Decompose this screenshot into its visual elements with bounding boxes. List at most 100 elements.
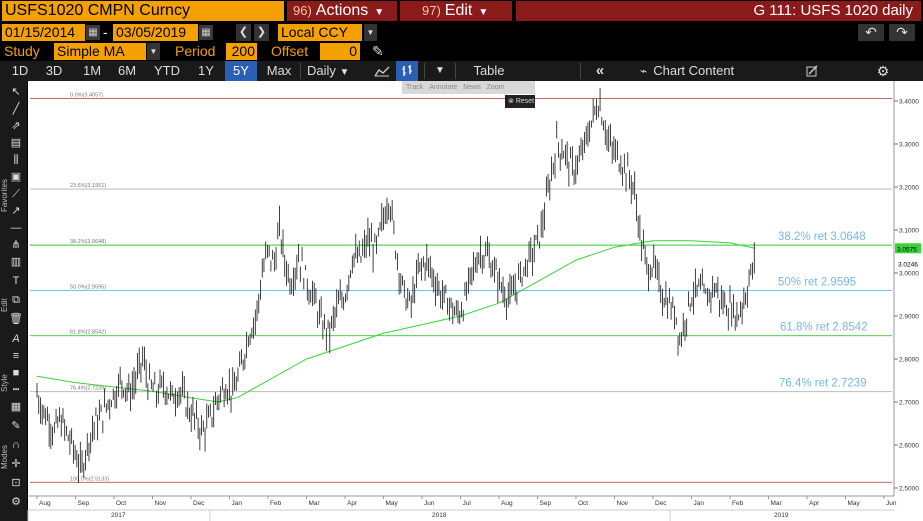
crosshair-icon[interactable]: ✛ [11, 458, 21, 470]
line-tool-icon[interactable]: ╱ [12, 103, 20, 115]
collapse-icon[interactable]: « [595, 62, 605, 79]
offset-label: Offset [271, 43, 309, 59]
y-tick-label: 2.7000 [899, 400, 919, 407]
ray-tool-icon[interactable]: ↗ [11, 205, 21, 217]
cursor-icon[interactable]: ↖ [11, 86, 21, 98]
line-style-icon[interactable]: ┅ [12, 384, 20, 396]
undo-icon[interactable]: ↶ [858, 24, 884, 41]
lock-icon[interactable]: ⊡ [11, 477, 21, 489]
fill-icon[interactable]: ▦ [10, 401, 22, 413]
horizontal-line-icon[interactable]: — [10, 222, 22, 234]
channel-tool-icon[interactable]: ⫼ [13, 154, 19, 166]
edit-menu-button[interactable]: 97) Edit ▼ [400, 1, 512, 21]
x-tick-label: Jun [886, 500, 897, 507]
study-label: Study [4, 43, 40, 59]
range-3d[interactable]: 3D [45, 63, 63, 78]
popup-item-zoom[interactable]: Zoom [486, 84, 505, 91]
y-tick-label: 2.6000 [899, 443, 919, 450]
popup-item-track[interactable]: Track [406, 84, 424, 91]
y-tick-label: 3.0000 [899, 271, 919, 278]
fib-level-left-label: 0.0%(3.4057) [70, 93, 103, 99]
redo-icon[interactable]: ↷ [889, 24, 915, 41]
x-tick-label: Feb [732, 500, 744, 507]
delete-icon[interactable]: 🗑 [9, 313, 23, 325]
frequency-select[interactable]: Daily ▼ [303, 61, 361, 81]
settings-icon[interactable]: ⚙ [11, 496, 21, 508]
chevron-down-icon[interactable]: ▼ [147, 43, 160, 60]
x-tick-label: Nov [617, 500, 629, 507]
y-tick-label: 2.5000 [899, 486, 919, 493]
font-icon[interactable]: A [12, 333, 20, 345]
reset-button[interactable]: ⊗ Reset [505, 95, 535, 108]
x-year-label: 2017 [111, 512, 126, 519]
pitchfork-tool-icon[interactable]: ⋔ [11, 239, 21, 251]
chevron-right-icon[interactable]: ❯ [254, 24, 269, 41]
popup-item-annotate[interactable]: Annotate [429, 84, 458, 91]
fib-level-left-label: 23.6%(3.1951) [70, 183, 106, 189]
currency-select[interactable]: Local CCY [278, 24, 362, 41]
chevron-down-icon[interactable]: ▼ [435, 65, 445, 76]
shape-tool-icon[interactable]: ▣ [10, 171, 22, 183]
offset-input[interactable]: 0 [320, 43, 360, 60]
range-1d[interactable]: 1D [11, 63, 29, 78]
bar-chart-icon[interactable] [396, 61, 418, 81]
pen-mode-icon[interactable]: ✎ [11, 420, 21, 432]
x-tick-label: Sep [540, 500, 552, 507]
chart-toolbar: 1D 3D 1M 6M YTD 1Y 5Y Max Daily ▼ ▼ Tabl… [0, 61, 923, 81]
x-tick-label: Mar [771, 500, 783, 507]
chevron-down-icon[interactable]: ▼ [364, 24, 377, 41]
pattern-tool-icon[interactable]: ▥ [10, 256, 22, 268]
magnet-icon[interactable]: ∩ [12, 439, 20, 451]
popup-item-news[interactable]: News [463, 84, 481, 91]
x-tick-label: Mar [309, 500, 321, 507]
table-button[interactable]: Table [473, 63, 505, 78]
gear-icon[interactable]: ⚙ [876, 63, 890, 79]
actions-menu-button[interactable]: 96) Actions ▼ [287, 1, 397, 21]
security-field[interactable]: USFS1020 CMPN Curncy [2, 1, 284, 21]
trend-tool-icon[interactable]: ⟋ [12, 188, 20, 200]
fib-tool-icon[interactable]: ▤ [10, 137, 22, 149]
x-tick-label: Aug [39, 500, 51, 507]
end-date-field[interactable]: 03/05/2019 [113, 24, 198, 41]
x-tick-label: Oct [578, 500, 588, 507]
chevron-left-icon[interactable]: ❮ [236, 24, 251, 41]
range-max[interactable]: Max [266, 63, 292, 78]
range-1y[interactable]: 1Y [198, 63, 214, 78]
edit-number: 97) [422, 3, 441, 18]
arrow-tool-icon[interactable]: ⇗ [11, 120, 21, 132]
x-tick-label: Apr [347, 500, 358, 507]
y-tick-label: 3.2000 [899, 185, 919, 192]
x-tick-label: Dec [193, 500, 205, 507]
range-6m[interactable]: 6M [117, 63, 137, 78]
chart-content-button[interactable]: ⌁ Chart Content [640, 61, 760, 81]
x-tick-label: Nov [155, 500, 167, 507]
edit-chart-icon[interactable] [803, 61, 821, 81]
thickness-icon[interactable]: ≡ [12, 350, 20, 362]
range-ytd[interactable]: YTD [154, 63, 180, 78]
line-chart-icon[interactable] [370, 61, 394, 81]
moving-average-line [36, 240, 756, 403]
period-label: Period [175, 43, 216, 59]
study-select[interactable]: Simple MA [54, 43, 146, 60]
calendar-icon[interactable]: ▦ [86, 25, 100, 40]
text-tool-icon[interactable]: T [12, 275, 20, 287]
plot-area [28, 81, 894, 521]
fib-level-right-label: 38.2% ret 3.0648 [778, 231, 866, 243]
chart-content-icon: ⌁ [640, 64, 648, 78]
range-1m[interactable]: 1M [82, 63, 102, 78]
start-date-field[interactable]: 01/15/2014 [2, 24, 85, 41]
x-tick-label: Sep [78, 500, 90, 507]
copy-icon[interactable]: ⧉ [12, 294, 20, 306]
ma-last-label: 3.0575 [897, 246, 917, 253]
x-tick-label: Jun [424, 500, 435, 507]
range-5y[interactable]: 5Y [225, 61, 257, 81]
y-axis-panel [894, 81, 923, 521]
study-bar: Study Simple MA ▼ Period 200 Offset 0 ✎ [0, 42, 923, 61]
pencil-icon[interactable]: ✎ [372, 43, 384, 59]
color-swatch-icon[interactable]: ■ [12, 367, 20, 379]
fib-level-right-label: 76.4% ret 2.7239 [779, 378, 867, 390]
period-input[interactable]: 200 [226, 43, 257, 60]
calendar-icon[interactable]: ▦ [199, 25, 213, 40]
actions-label: Actions [315, 2, 369, 19]
x-year-label: 2018 [432, 512, 447, 519]
